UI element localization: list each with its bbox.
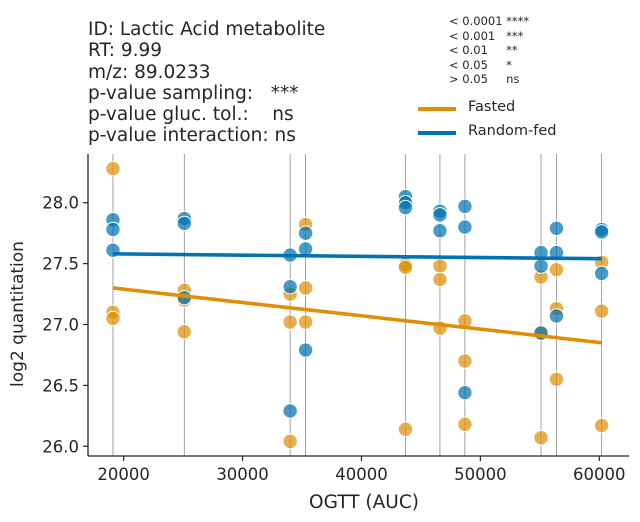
point-fasted: [297, 280, 314, 296]
point-fasted: [432, 258, 448, 274]
point-fasted: [593, 417, 610, 434]
point-fasted: [593, 303, 610, 319]
x-tick-label: 50000: [454, 465, 507, 484]
axes: 20000 30000 40000 50000 60000 26.0 26.5 27.0 27.…: [42, 154, 629, 484]
point-fasted: [397, 421, 414, 437]
point-fasted: [176, 324, 193, 340]
point-random-fed: [297, 342, 314, 358]
fit-line-fasted: [112, 286, 602, 345]
p-value-sampling: p-value sampling: ***: [88, 82, 299, 104]
x-axis-label: OGTT (AUC): [309, 492, 419, 513]
point-fasted: [432, 271, 448, 288]
point-fasted: [297, 314, 314, 330]
metabolite-id: ID: Lactic Acid metabolite: [88, 19, 326, 40]
y-tick-label: 27.0: [42, 315, 79, 334]
p-value-key: < 0.0001 **** < 0.001 *** < 0.01 ** < 0.…: [449, 14, 529, 87]
y-tick-label: 28.0: [42, 194, 79, 213]
mass-to-charge: m/z: 89.0233: [88, 61, 211, 83]
p-value-interaction: p-value interaction: ns: [88, 125, 296, 147]
p-value-key-row: < 0.001 ***: [449, 28, 524, 43]
y-axis-label: log2 quantitation: [8, 241, 28, 387]
point-random-fed: [457, 219, 473, 235]
regression-lines: [112, 252, 602, 345]
point-random-fed: [548, 308, 565, 324]
fit-line-random-fed: [112, 252, 602, 261]
legend-label-random-fed: Random-fed: [468, 123, 557, 139]
point-fasted: [457, 416, 473, 433]
point-random-fed: [282, 279, 298, 295]
point-random-fed: [176, 215, 193, 232]
point-random-fed: [105, 221, 121, 238]
x-tick-label: 20000: [97, 465, 150, 484]
p-value-key-row: < 0.01 **: [449, 43, 518, 58]
scatter-points: [105, 160, 610, 450]
point-random-fed: [282, 403, 298, 419]
point-random-fed: [457, 384, 473, 401]
y-tick-label: 27.5: [42, 255, 79, 274]
point-fasted: [105, 310, 121, 327]
point-random-fed: [548, 220, 565, 236]
x-tick-label: 60000: [573, 465, 626, 484]
y-tick-label: 26.5: [42, 376, 79, 395]
point-random-fed: [457, 198, 473, 215]
p-value-key-row: < 0.0001 ****: [449, 14, 530, 28]
x-tick-label: 30000: [216, 465, 269, 484]
point-random-fed: [297, 225, 314, 241]
point-fasted: [282, 314, 298, 330]
point-fasted: [548, 371, 565, 387]
y-tick-label: 26.0: [42, 437, 79, 456]
point-random-fed: [432, 207, 448, 223]
point-fasted: [548, 261, 565, 278]
point-fasted: [533, 430, 549, 446]
p-value-glucose-tolerance: p-value gluc. tol.: ns: [88, 104, 294, 126]
point-fasted: [105, 160, 121, 177]
point-random-fed: [593, 265, 610, 282]
point-random-fed: [397, 199, 414, 216]
point-random-fed: [593, 224, 610, 240]
point-fasted: [457, 353, 473, 369]
p-value-key-row: > 0.05 ns: [449, 72, 520, 87]
point-random-fed: [432, 223, 448, 239]
legend-line-fasted: [418, 107, 456, 111]
retention-time: RT: 9.99: [88, 40, 163, 62]
x-tick-label: 40000: [335, 465, 388, 484]
point-fasted: [282, 433, 298, 450]
metabolite-info: ID: Lactic Acid metabolite RT: 9.99 m/z:…: [88, 19, 325, 147]
legend-label-fasted: Fasted: [468, 99, 516, 115]
point-random-fed: [533, 258, 549, 274]
legend-line-random-fed: [418, 131, 456, 135]
p-value-key-row: < 0.05 *: [449, 57, 512, 72]
point-fasted: [397, 259, 414, 275]
